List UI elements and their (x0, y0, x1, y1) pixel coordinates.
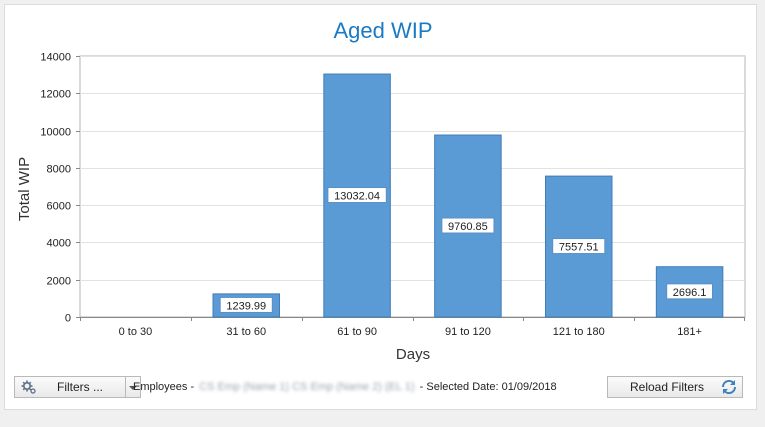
data-label-box (441, 217, 495, 234)
x-axis-title: Days (396, 346, 430, 363)
chart: Aged WIP 0 2000 4000 6000 8000 10000 12000 1400… (16, 18, 746, 363)
y-tick-label: 12000 (40, 89, 71, 101)
x-tick-label: 61 to 90 (337, 326, 377, 338)
plot-area: 0 2000 4000 6000 8000 10000 12000 14000 0 to 30 3… (40, 52, 746, 338)
data-label: 2696.1 (673, 287, 707, 299)
data-label-box (666, 283, 713, 300)
reload-filters-label: Reload Filters (629, 380, 705, 394)
y-tick-label: 2000 (47, 276, 71, 288)
data-label: 7557.51 (559, 242, 599, 254)
x-tick-label: 31 to 60 (226, 326, 266, 338)
reload-filters-button[interactable]: Reload Filters (607, 376, 743, 398)
chevron-down-icon (129, 378, 137, 396)
data-label-box (219, 296, 273, 313)
data-label-box (327, 187, 387, 204)
data-label: 1239.99 (226, 300, 266, 312)
x-tick-label: 0 to 30 (119, 326, 153, 338)
y-tick-label: 14000 (40, 52, 71, 64)
chart-title: Aged WIP (333, 18, 432, 43)
filters-dropdown-button[interactable] (125, 376, 141, 398)
y-tick-label: 4000 (47, 238, 71, 250)
filters-button-label: Filters ... (56, 380, 103, 394)
y-tick-label: 8000 (47, 164, 71, 176)
x-tick-label: 91 to 120 (445, 326, 491, 338)
y-tick-label: 10000 (40, 127, 71, 139)
y-tick-label: 0 (65, 313, 71, 325)
filters-button[interactable]: Filters ... (14, 376, 126, 398)
filter-status-text: Employees - CS Emp (Name 1) CS Emp (Name… (133, 381, 557, 393)
data-label: 9760.85 (448, 221, 488, 233)
x-tick-label: 181+ (677, 326, 702, 338)
footer-bar: Filters ... Employees - CS Emp (Name 1) … (14, 376, 744, 402)
x-tick-label: 121 to 180 (553, 326, 605, 338)
refresh-icon (718, 378, 740, 396)
data-label-box (552, 238, 606, 255)
gear-icon (19, 379, 39, 395)
plot-border (79, 55, 746, 318)
y-tick-label: 6000 (47, 201, 71, 213)
status-suffix: - Selected Date: 01/09/2018 (419, 381, 557, 393)
y-axis-title: Total WIP (16, 157, 33, 221)
data-label: 13032.04 (334, 191, 380, 203)
status-redacted-employees: CS Emp (Name 1) CS Emp (Name 2) (EL 1) (199, 381, 415, 393)
status-prefix: Employees - (133, 381, 195, 393)
